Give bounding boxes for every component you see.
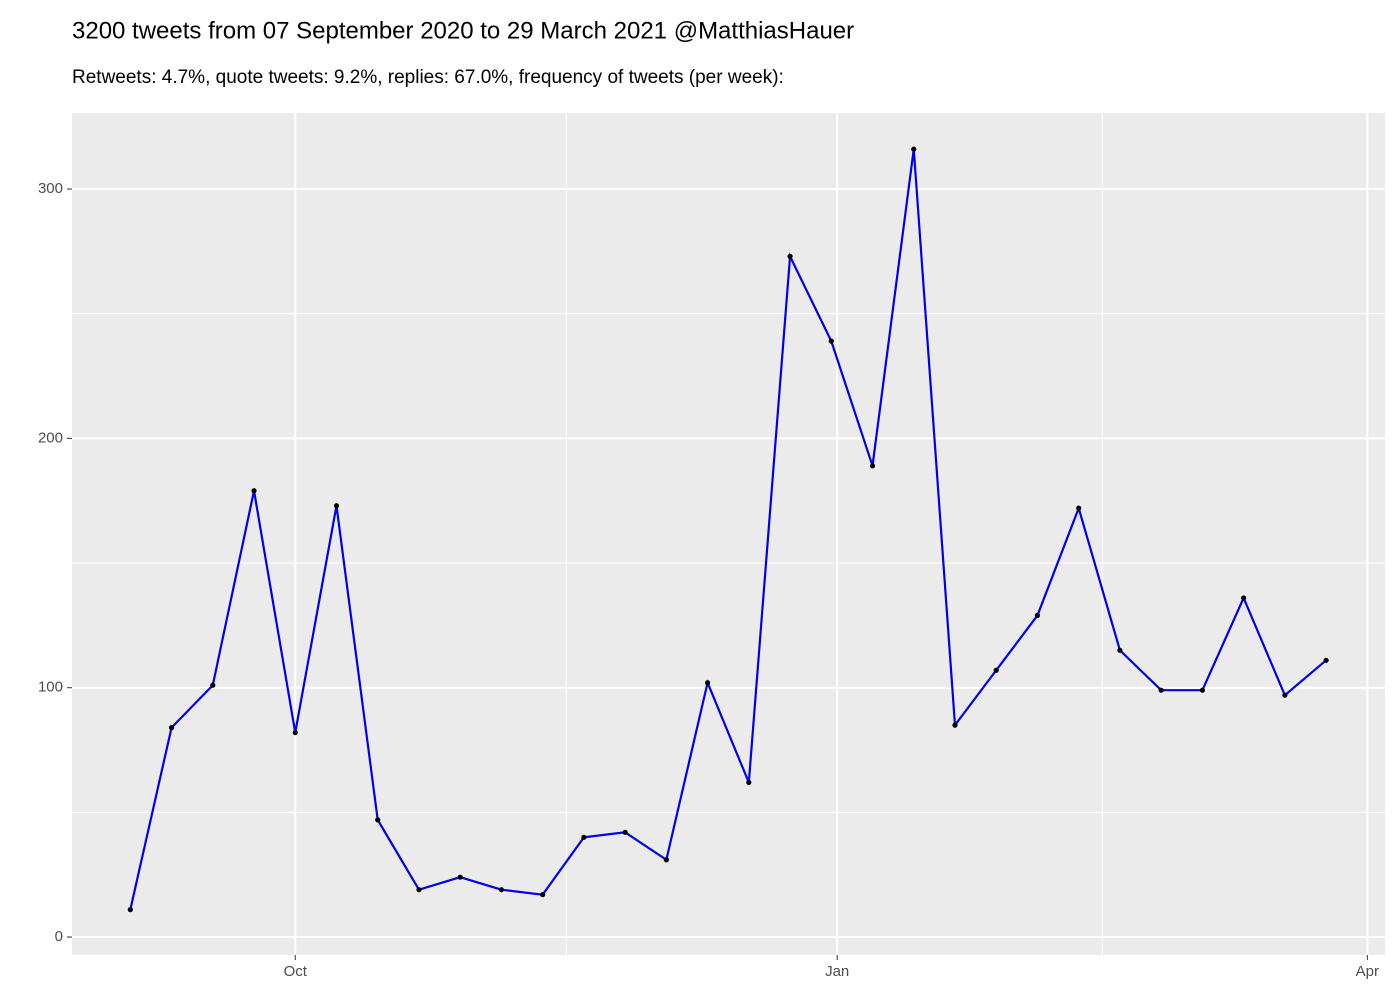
point (622, 829, 628, 835)
point (993, 667, 999, 673)
point (828, 338, 834, 344)
point (869, 463, 876, 469)
point (1199, 687, 1205, 693)
point (911, 146, 917, 152)
point (457, 874, 463, 880)
point (1282, 692, 1288, 698)
y-tick-label: 300 (38, 180, 63, 197)
line (129, 149, 1327, 910)
point (1158, 687, 1164, 693)
panel (72, 113, 1385, 955)
y-tick-label: 200 (38, 429, 63, 446)
point (127, 907, 133, 913)
point (498, 887, 505, 893)
point (333, 503, 340, 509)
point (375, 817, 381, 823)
x-tick-label: Jan (825, 963, 849, 980)
x-tick-label: Oct (284, 963, 308, 980)
point (1034, 612, 1041, 619)
point (663, 857, 669, 863)
point (1076, 505, 1082, 511)
point (251, 488, 257, 494)
point (952, 722, 958, 728)
point (416, 887, 422, 893)
point (1117, 647, 1123, 653)
x-tick-label: Apr (1356, 963, 1379, 980)
point (746, 779, 752, 786)
y-tick-label: 100 (38, 679, 63, 696)
point (540, 892, 546, 898)
point (787, 253, 793, 259)
point (1323, 657, 1329, 663)
point (704, 680, 711, 686)
point (581, 834, 587, 840)
point (210, 682, 216, 688)
point (1241, 595, 1247, 601)
y-tick-label: 0 (55, 928, 63, 945)
chart-title: 3200 tweets from 07 September 2020 to 29… (72, 17, 854, 44)
point (292, 729, 298, 736)
point (168, 725, 175, 731)
chart-subtitle: Retweets: 4.7%, quote tweets: 9.2%, repl… (72, 67, 784, 88)
